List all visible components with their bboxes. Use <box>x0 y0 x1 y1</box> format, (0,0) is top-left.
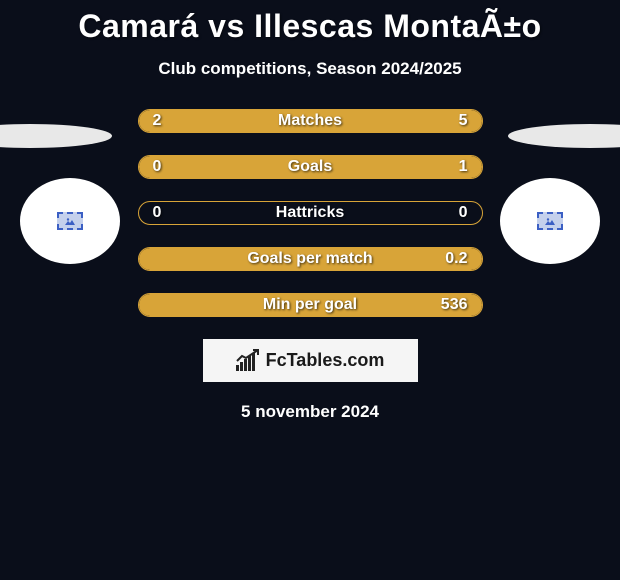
page-subtitle: Club competitions, Season 2024/2025 <box>0 59 620 79</box>
stat-value-left: 0 <box>153 158 162 176</box>
player-avatar-left <box>20 178 120 264</box>
stat-label: Goals <box>288 158 332 176</box>
stat-value-right: 536 <box>441 296 468 314</box>
page-title: Camará vs Illescas MontaÃ±o <box>0 8 620 45</box>
stat-label: Hattricks <box>276 204 344 222</box>
logo-chart-icon <box>236 351 260 371</box>
stat-value-right: 5 <box>459 112 468 130</box>
stat-row: 2 Matches 5 <box>138 109 483 133</box>
source-logo: FcTables.com <box>203 339 418 382</box>
stat-row: Goals per match 0.2 <box>138 247 483 271</box>
stat-label: Goals per match <box>247 250 372 268</box>
placeholder-image-icon <box>537 212 563 230</box>
placeholder-image-icon <box>57 212 83 230</box>
stat-value-right: 1 <box>459 158 468 176</box>
stat-fill-right <box>235 110 482 132</box>
stat-value-right: 0 <box>459 204 468 222</box>
stat-value-left: 0 <box>153 204 162 222</box>
stat-label: Matches <box>278 112 342 130</box>
player-avatar-right <box>500 178 600 264</box>
stat-value-left: 2 <box>153 112 162 130</box>
stat-row: 0 Goals 1 <box>138 155 483 179</box>
logo-text: FcTables.com <box>266 350 385 371</box>
stat-label: Min per goal <box>263 296 357 314</box>
stat-row: Min per goal 536 <box>138 293 483 317</box>
stat-value-right: 0.2 <box>445 250 467 268</box>
date-label: 5 november 2024 <box>0 402 620 422</box>
stat-row: 0 Hattricks 0 <box>138 201 483 225</box>
